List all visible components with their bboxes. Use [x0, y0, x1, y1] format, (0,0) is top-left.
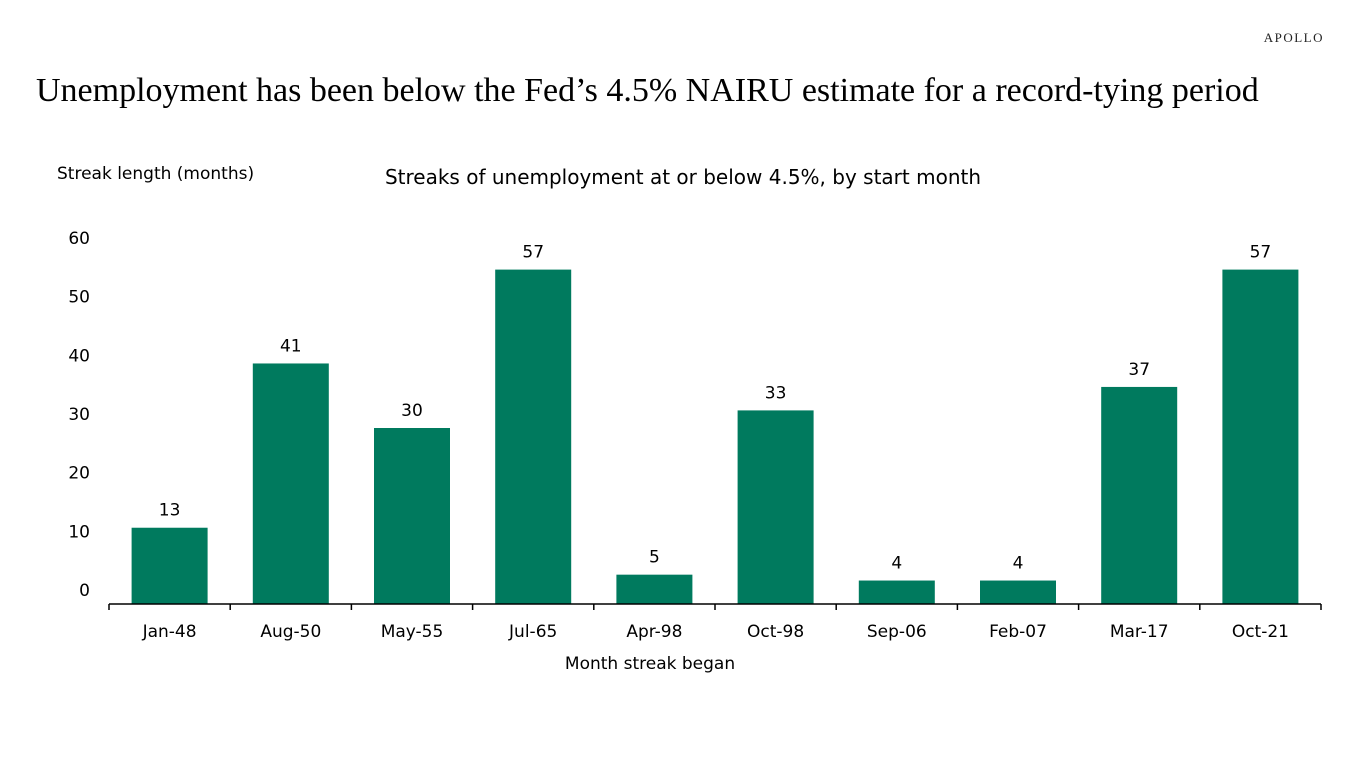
x-tick-label: Jul-65	[508, 622, 557, 642]
bar-value-label: 4	[1013, 554, 1024, 574]
x-axis	[108, 603, 1322, 610]
bar-value-label: 13	[159, 501, 181, 521]
y-tick-label: 50	[68, 288, 90, 308]
bar-value-label: 33	[765, 383, 787, 403]
x-tick-label: Oct-21	[1232, 622, 1289, 642]
data-labels-group: 13 41 30 57 5 33 4 4 37 57	[159, 243, 1271, 574]
y-tick-label: 20	[68, 464, 90, 484]
x-tick-label: Aug-50	[260, 622, 321, 642]
bar	[616, 574, 693, 604]
bar	[858, 580, 935, 604]
y-tick-label: 30	[68, 405, 90, 425]
bar	[737, 410, 814, 604]
x-tick-label: Mar-17	[1110, 622, 1169, 642]
bars-group	[131, 269, 1299, 604]
bar	[131, 527, 208, 604]
y-tick-label: 40	[68, 346, 90, 366]
bar-value-label: 57	[522, 243, 544, 263]
y-tick-label: 10	[68, 522, 90, 542]
bar	[374, 428, 450, 604]
x-axis-tick-labels: Jan-48 Aug-50 May-55 Jul-65 Apr-98 Oct-98 Sep-…	[142, 622, 1289, 642]
x-tick-label: Apr-98	[626, 622, 682, 642]
chart-title: Streaks of unemployment at or below 4.5%…	[385, 165, 981, 189]
bar	[252, 363, 329, 604]
bar-value-label: 41	[280, 336, 302, 356]
y-tick-label: 60	[68, 229, 90, 249]
bar-value-label: 5	[649, 548, 660, 568]
x-tick-label: Jan-48	[142, 622, 197, 642]
bar	[1222, 269, 1299, 604]
bar-value-label: 30	[401, 401, 423, 421]
x-axis-label: Month streak began	[565, 654, 735, 674]
y-axis-label: Streak length (months)	[57, 164, 254, 184]
bar-value-label: 4	[891, 554, 902, 574]
y-axis-ticks: 0 10 20 30 40 50 60	[68, 229, 90, 601]
bar	[980, 580, 1056, 604]
x-tick-label: Sep-06	[867, 622, 927, 642]
bar	[495, 269, 572, 604]
y-tick-label: 0	[79, 581, 90, 601]
bar-value-label: 37	[1128, 360, 1150, 380]
bar	[1101, 386, 1178, 604]
page-headline: Unemployment has been below the Fed’s 4.…	[36, 72, 1259, 109]
x-tick-label: Feb-07	[989, 622, 1047, 642]
brand-logo: APOLLO	[1263, 30, 1324, 45]
bar-value-label: 57	[1250, 243, 1272, 263]
x-tick-label: Oct-98	[747, 622, 804, 642]
x-tick-label: May-55	[381, 622, 444, 642]
